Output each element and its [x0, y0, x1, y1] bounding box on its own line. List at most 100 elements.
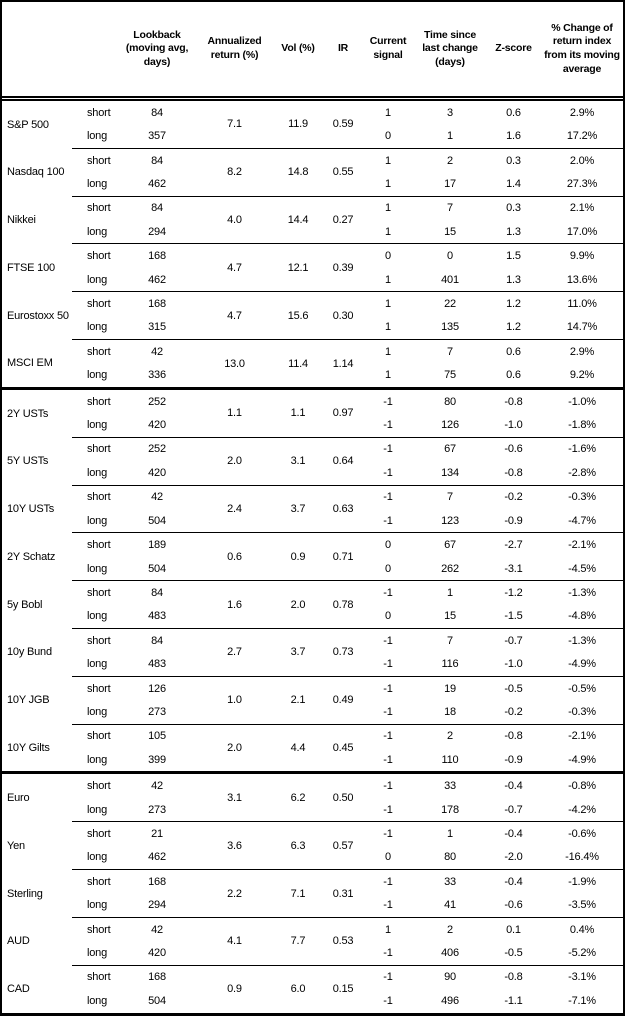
asset-name: 10Y USTs [7, 502, 55, 515]
ir-value: 0.27 [324, 195, 362, 244]
zscore-value: -1.1 [504, 995, 523, 1008]
term-label: long [87, 514, 107, 527]
lookback-value: 168 [117, 243, 197, 268]
asset-name: FTSE 100 [7, 261, 55, 274]
header-lookback: Lookback (moving avg, days) [117, 2, 197, 101]
pct-change-value: -1.3% [541, 628, 623, 653]
lookback-value: 462 [148, 851, 166, 864]
zscore-value: 0.6 [506, 369, 521, 382]
table-row-long: long 420 -1 134 -0.8 -2.8% [2, 461, 623, 485]
table-row-long: long 462 1 17 1.4 27.3% [2, 172, 623, 196]
current-signal-value: -1 [383, 658, 393, 671]
time-since-value: 2 [414, 147, 486, 173]
vol-value: 2.0 [272, 580, 324, 629]
annualized-return-value: 4.0 [197, 195, 272, 244]
header-blank [2, 2, 117, 101]
current-signal-value: -1 [383, 705, 393, 718]
zscore-value: -0.2 [486, 484, 541, 509]
table-row-long: long 273 -1 178 -0.7 -4.2% [2, 798, 623, 822]
pct-change-value: 9.2% [569, 369, 595, 382]
term-label: short [72, 484, 117, 509]
term-label: long [87, 177, 107, 190]
current-signal-value: -1 [383, 753, 393, 766]
pct-change-value: -0.3% [568, 705, 596, 718]
table-row-long: long 504 0 262 -3.1 -4.5% [2, 557, 623, 581]
zscore-value: -1.5 [504, 610, 523, 623]
zscore-value: -0.4 [486, 821, 541, 846]
current-signal-value: 0 [362, 532, 414, 557]
lookback-value: 21 [117, 821, 197, 846]
table-row-long: long 462 0 80 -2.0 -16.4% [2, 846, 623, 870]
zscore-value: 1.2 [506, 321, 521, 334]
time-since-value: 406 [441, 947, 459, 960]
asset-name: MSCI EM [7, 357, 53, 370]
lookback-value: 42 [117, 339, 197, 364]
lookback-value: 189 [117, 532, 197, 557]
time-since-value: 135 [441, 321, 459, 334]
ir-value: 0.49 [324, 675, 362, 725]
lookback-value: 462 [148, 273, 166, 286]
time-since-value: 18 [444, 705, 456, 718]
pct-change-value: 2.9% [569, 106, 595, 119]
current-signal-value: 1 [385, 321, 391, 334]
term-label: short [72, 869, 117, 894]
zscore-value: 0.6 [506, 106, 521, 119]
time-since-value: 1 [414, 821, 486, 846]
zscore-value: -2.7 [486, 532, 541, 557]
table-row-short: 5y Bobl short 84 1.6 2.0 0.78 -1 1 -1.2 … [2, 580, 623, 629]
table-row-long: long 315 1 135 1.2 14.7% [2, 316, 623, 340]
header-row: Lookback (moving avg, days) Annualized r… [2, 2, 623, 101]
time-since-value: 75 [444, 369, 456, 382]
lookback-value: 84 [117, 147, 197, 173]
zscore-value: -3.1 [504, 562, 523, 575]
time-since-value: 0 [414, 243, 486, 268]
zscore-value: -0.4 [486, 771, 541, 798]
current-signal-value: -1 [362, 628, 414, 653]
lookback-value: 84 [151, 106, 163, 119]
table-row-short: Nikkei short 84 4.0 14.4 0.27 1 7 0.3 2.… [2, 195, 623, 244]
zscore-value: -1.0 [504, 419, 523, 432]
pct-change-value: 17.2% [566, 130, 598, 143]
vol-value: 6.3 [272, 821, 324, 870]
time-since-value: 3 [447, 106, 453, 119]
pct-change-value: -7.1% [568, 995, 596, 1008]
lookback-value: 273 [148, 803, 166, 816]
term-label: short [72, 291, 117, 316]
asset-name: AUD [7, 935, 30, 948]
term-label: long [87, 273, 107, 286]
table-header: Lookback (moving avg, days) Annualized r… [2, 2, 623, 101]
zscore-value: -0.8 [486, 386, 541, 414]
term-label: long [87, 225, 107, 238]
table-row-short: Euro short 42 3.1 6.2 0.50 -1 33 -0.4 -0… [2, 771, 623, 822]
lookback-value: 84 [117, 580, 197, 605]
lookback-value: 273 [148, 705, 166, 718]
term-label: long [87, 803, 107, 816]
header-zscore: Z-score [486, 2, 541, 101]
ir-value: 0.73 [324, 628, 362, 677]
asset-name: CAD [7, 983, 30, 996]
vol-value: 6.0 [272, 964, 324, 1013]
time-since-value: 116 [441, 658, 459, 671]
current-signal-value: -1 [383, 466, 393, 479]
ir-value: 0.71 [324, 532, 362, 581]
term-label: long [87, 658, 107, 671]
pct-change-value: -1.8% [568, 419, 596, 432]
time-since-value: 19 [414, 675, 486, 701]
current-signal-value: 1 [385, 369, 391, 382]
lookback-value: 504 [148, 995, 166, 1008]
annualized-return-value: 3.1 [197, 771, 272, 822]
zscore-value: 1.2 [486, 291, 541, 316]
lookback-value: 336 [148, 369, 166, 382]
term-label: short [72, 964, 117, 990]
pct-change-value: -1.6% [541, 436, 623, 462]
pct-change-value: -1.9% [541, 869, 623, 894]
ir-value: 1.14 [324, 339, 362, 389]
table-row-long: long 273 -1 18 -0.2 -0.3% [2, 700, 623, 724]
zscore-value: -0.5 [486, 675, 541, 701]
asset-name: Nikkei [7, 214, 36, 227]
current-signal-value: -1 [362, 821, 414, 846]
lookback-value: 42 [117, 771, 197, 798]
lookback-value: 462 [148, 177, 166, 190]
current-signal-value: 0 [385, 562, 391, 575]
